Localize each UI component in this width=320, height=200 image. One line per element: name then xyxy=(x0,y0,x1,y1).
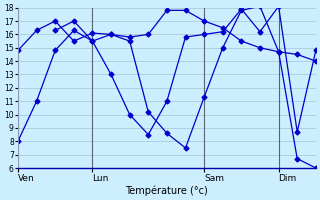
X-axis label: Température (°c): Température (°c) xyxy=(125,185,208,196)
